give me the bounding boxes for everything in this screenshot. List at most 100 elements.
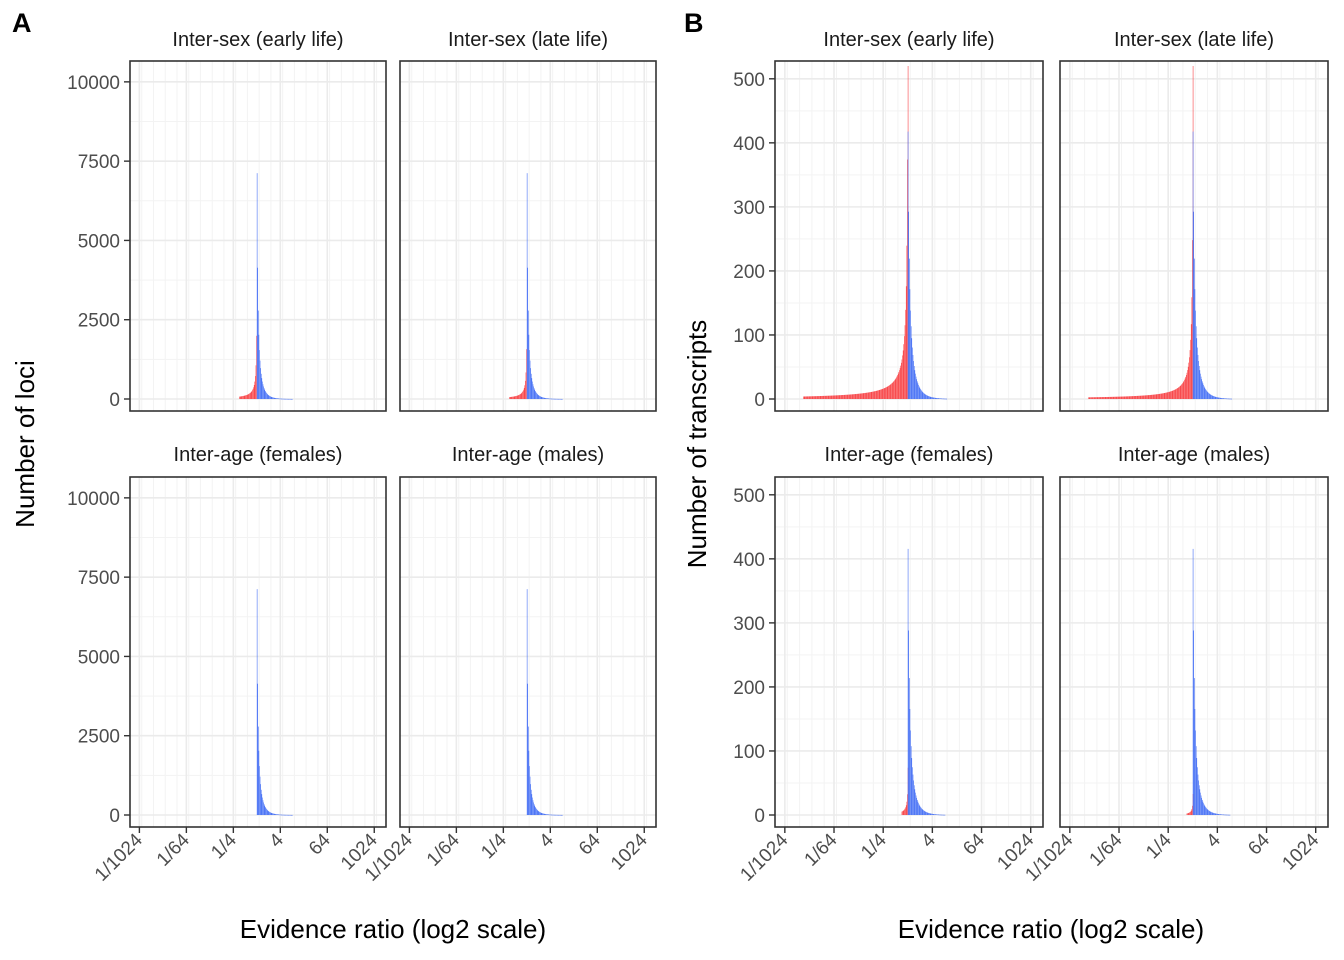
histogram-bar-red [843,394,844,399]
histogram-bar-blue [1214,813,1216,815]
histogram-bar-blue [915,795,917,815]
histogram-bar-red [240,396,242,399]
facet-0-1: Inter-sex (late life) [399,29,657,412]
histogram-bar-blue [907,131,909,399]
histogram-bar-blue [1209,394,1211,399]
histogram-bar-red [1102,397,1104,399]
facet-border [774,60,1044,412]
histogram-bar-blue [264,389,266,399]
y-tick-label: 300 [733,614,765,635]
histogram-bar-red [1186,372,1188,399]
histogram-bar-red [878,390,879,399]
histogram-bar-blue [922,392,924,399]
histogram-bar-blue [546,398,547,399]
histogram-bar-red [1104,397,1105,399]
histogram-bar-red [841,395,842,399]
histogram-bar-red [859,393,860,399]
histogram-bar-red [1111,396,1113,399]
histogram-bar-blue [909,289,911,399]
histogram-bar-blue [266,393,268,399]
histogram-bar-red [255,376,256,399]
histogram-bar-blue [555,814,557,816]
histogram-bar-blue [1218,397,1220,399]
histogram-bar-red [901,811,903,815]
histogram-bar-red [870,391,872,399]
histogram-bar-red [1146,395,1147,399]
histogram-bar-red [811,396,812,399]
histogram-bar-blue [558,398,560,400]
histogram-bar-red [851,394,852,399]
histogram-bar-red [244,395,246,399]
histogram-bar-blue [562,398,563,400]
histogram-bar-blue [282,814,283,816]
histogram-bar-blue [942,814,944,816]
histogram-bar-red [522,391,524,399]
histogram-bar-blue [923,392,924,399]
histogram-bar-blue [939,398,940,399]
histogram-bar-red [255,365,257,399]
histogram-bar-blue [1200,792,1201,815]
histogram-bar-red [1109,396,1111,399]
histogram-bar-red [525,372,527,399]
histogram-bar-red [825,395,827,399]
histogram-bar-blue [915,376,917,399]
histogram-bar-red [871,391,873,399]
histogram-bar-blue [912,347,913,399]
histogram-bar-blue [527,683,529,815]
histogram-bar-blue [944,814,946,816]
histogram-bar-blue [541,813,543,815]
histogram-bar-red [905,286,907,399]
histogram-bar-red [834,395,836,399]
histogram-bar-red [1162,393,1163,399]
histogram-bar-blue [550,814,551,816]
histogram-bar-blue [270,396,272,399]
histogram-bar-red [1165,392,1167,399]
histogram-bar-blue [942,398,943,400]
y-tick-label: 2500 [78,727,120,748]
histogram-bar-blue [1207,392,1209,399]
histogram-bar-blue [932,813,933,815]
histogram-bar-red [902,350,904,399]
histogram-bar-blue [554,814,556,816]
histogram-bar-red [1157,394,1159,399]
histogram-bar-red [864,392,866,399]
histogram-bar-red [807,396,809,399]
histogram-bar-blue [928,396,930,399]
histogram-bar-blue [550,398,552,400]
y-tick-label: 7500 [78,152,120,173]
histogram-bar-blue [1199,370,1201,399]
histogram-bar-blue [913,366,915,399]
histogram-bar-red [874,391,876,399]
histogram-bar-red [1126,396,1127,399]
histogram-bar-red [1167,392,1169,399]
histogram-bar-red [1134,396,1136,399]
histogram-bar-red [1138,395,1140,399]
y-tick-label: 5000 [78,647,120,668]
histogram-bar-red [1169,391,1171,399]
histogram-bar-blue [282,398,284,400]
histogram-bar-blue [549,814,550,816]
histogram-bar-blue [1216,397,1218,399]
histogram-bar-red [1154,394,1155,399]
histogram-bar-red [815,396,817,399]
histogram-bar-red [514,396,516,399]
histogram-bar-red [880,389,882,399]
y-tick-label: 200 [733,262,765,283]
histogram-bar-red [1174,389,1176,399]
histogram-bar-blue [268,395,270,399]
histogram-bar-blue [547,814,548,815]
histogram-bar-red [813,396,814,399]
histogram-bar-red [883,388,885,399]
histogram-bar-red [521,392,523,399]
histogram-bar-blue [1229,814,1230,816]
histogram-bar-blue [1210,811,1212,815]
histogram-bar-blue [544,397,546,399]
histogram-bar-blue [290,814,292,816]
histogram-bar-blue [532,797,533,815]
histogram-bar-blue [265,808,267,815]
histogram-bar-blue [1205,389,1207,399]
histogram-bar-red [1106,396,1108,399]
histogram-bar-red [1137,395,1139,399]
histogram-bar-red [905,805,907,815]
histogram-bar-red [1132,396,1134,399]
